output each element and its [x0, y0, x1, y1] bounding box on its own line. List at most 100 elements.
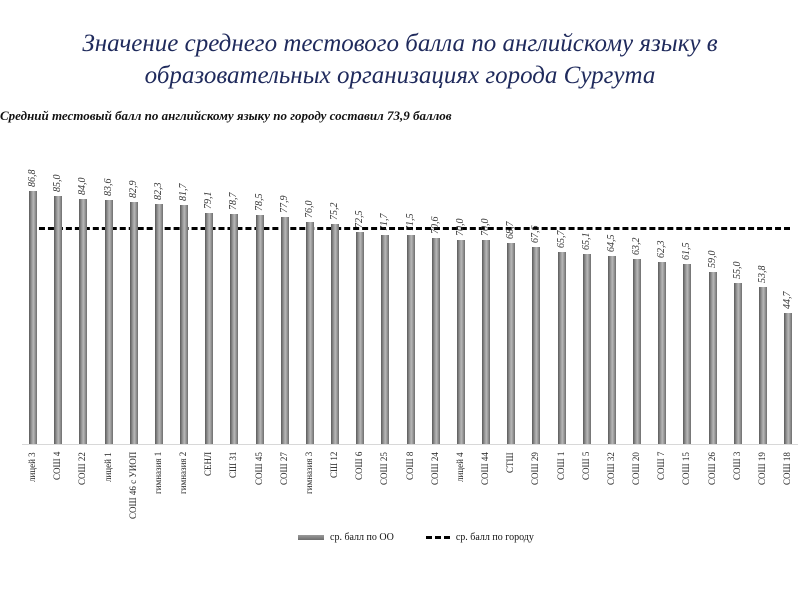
bar: [54, 195, 63, 444]
x-axis-category-label: СТШ: [505, 452, 516, 473]
bar: [205, 213, 214, 444]
bar: [381, 234, 390, 444]
bar: [129, 201, 138, 444]
bar-value-label: 75,2: [329, 202, 340, 221]
x-axis-category-label: СОШ 44: [480, 452, 490, 485]
bar: [406, 235, 415, 444]
x-axis-category-label: лицей 4: [454, 452, 465, 482]
bar-value-label: 79,1: [203, 191, 215, 210]
legend-dash-swatch: [425, 536, 450, 539]
x-axis-category-label: СОШ 26: [706, 452, 717, 485]
bar-value-label: 85,0: [52, 174, 64, 192]
bar-value-label: 72,5: [354, 210, 366, 229]
bar: [607, 255, 616, 444]
bar-value-label: 64,5: [605, 234, 617, 252]
bar: [230, 214, 239, 444]
bar-value-label: 71,7: [379, 213, 391, 231]
bar-value-label: 59,0: [706, 250, 718, 268]
bar: [104, 199, 113, 444]
city-average-line: [30, 227, 790, 231]
bar-value-label: 71,5: [404, 213, 416, 232]
x-axis-category-label: СШ 31: [228, 452, 239, 479]
bar-value-label: 62,3: [656, 240, 668, 259]
x-axis-category-label: СОШ 6: [354, 452, 365, 481]
bar-value-label: 67,6: [530, 225, 542, 243]
bar: [180, 205, 188, 444]
legend-bar-swatch: [298, 535, 324, 540]
bar-value-label: 70,0: [480, 218, 491, 236]
x-axis-category-label: гимназия 3: [303, 452, 314, 495]
bar: [29, 190, 37, 444]
bar-value-label: 77,9: [278, 195, 290, 213]
x-axis-category-label: СОШ 8: [404, 452, 415, 481]
chart-subtitle: Средний тестовый балл по английскому язы…: [0, 108, 452, 123]
chart-legend: ср. балл по ОО ср. балл по городу: [298, 532, 534, 543]
chart-title-line-1: Значение среднего тестового балла по анг…: [82, 30, 718, 57]
bar-value-label: 78,7: [228, 192, 240, 211]
x-axis-category-label: СОШ 7: [656, 452, 667, 481]
x-axis-category-label: СОШ 32: [605, 452, 616, 485]
bar: [683, 264, 692, 444]
bar-value-label: 86,8: [27, 169, 38, 187]
x-axis-category-label: лицей 3: [27, 452, 37, 482]
x-axis-category-label: лицей 1: [102, 452, 113, 482]
bar: [758, 286, 767, 444]
bar-value-label: 53,8: [756, 265, 768, 283]
bar: [708, 271, 717, 444]
bar: [456, 239, 465, 444]
bar-value-label: 82,9: [127, 180, 139, 198]
bar-value-label: 68,7: [505, 221, 517, 240]
bar-value-label: 44,7: [782, 291, 793, 310]
bar-value-label: 65,1: [580, 232, 592, 250]
x-axis-category-label: СОШ 25: [379, 452, 390, 485]
bar: [482, 239, 490, 444]
bar-value-label: 82,3: [152, 182, 164, 200]
bar: [154, 203, 163, 444]
x-axis-category-label: СОШ 24: [429, 452, 440, 485]
bar-value-label: 81,7: [178, 183, 189, 202]
bar: [582, 253, 591, 444]
bar: [331, 224, 339, 444]
bar-value-label: 83,6: [102, 178, 114, 196]
bar: [658, 262, 667, 444]
bar: [507, 243, 516, 444]
x-axis-category-label: СОШ 20: [631, 452, 641, 485]
bar-value-label: 70,6: [429, 216, 441, 234]
bar: [356, 232, 365, 444]
x-axis-category-label: СОШ 27: [278, 452, 289, 485]
chart-title-line-2: образовательных организациях города Сург…: [144, 62, 656, 89]
x-axis-category-label: СЕНЛ: [203, 452, 214, 477]
x-axis-baseline: [22, 444, 798, 445]
bar-value-label: 78,5: [253, 193, 265, 211]
x-axis-category-label: СШ 12: [329, 452, 339, 479]
bar: [733, 283, 742, 444]
x-axis-category-label: гимназия 2: [178, 452, 188, 495]
bar: [532, 246, 541, 444]
bar: [305, 222, 314, 444]
x-axis-category-label: СОШ 18: [782, 452, 792, 485]
x-axis-category-label: СОШ 45: [253, 452, 264, 485]
chart-title: Значение среднего тестового балла по анг…: [0, 28, 800, 92]
x-axis-category-label: СОШ 15: [681, 452, 692, 485]
x-axis-category-label: СОШ 29: [530, 452, 541, 485]
x-axis-category-label: СОШ 1: [555, 452, 566, 481]
bar-value-label: 65,7: [555, 230, 567, 249]
bar-value-label: 61,5: [681, 242, 693, 261]
bar: [79, 198, 88, 444]
x-axis-category-label: гимназия 1: [152, 452, 163, 495]
bar: [255, 214, 264, 444]
legend-bar-label: ср. балл по ОО: [330, 532, 394, 543]
bar-value-label: 55,0: [731, 261, 743, 280]
x-axis-category-label: СОШ 19: [756, 452, 767, 485]
x-axis-category-label: СОШ 5: [580, 452, 591, 481]
bar-value-label: 63,2: [631, 237, 642, 256]
x-axis-category-label: СОШ 3: [731, 452, 742, 481]
x-axis-category-label: СОШ 4: [52, 452, 63, 481]
bar: [431, 237, 440, 444]
legend-line-label: ср. балл по городу: [455, 532, 534, 543]
bar-value-label: 84,0: [77, 177, 89, 195]
x-axis-category-label: СОШ 46 с УИОП: [127, 452, 138, 520]
bar: [280, 216, 289, 444]
bar-value-label: 76,0: [303, 200, 315, 219]
